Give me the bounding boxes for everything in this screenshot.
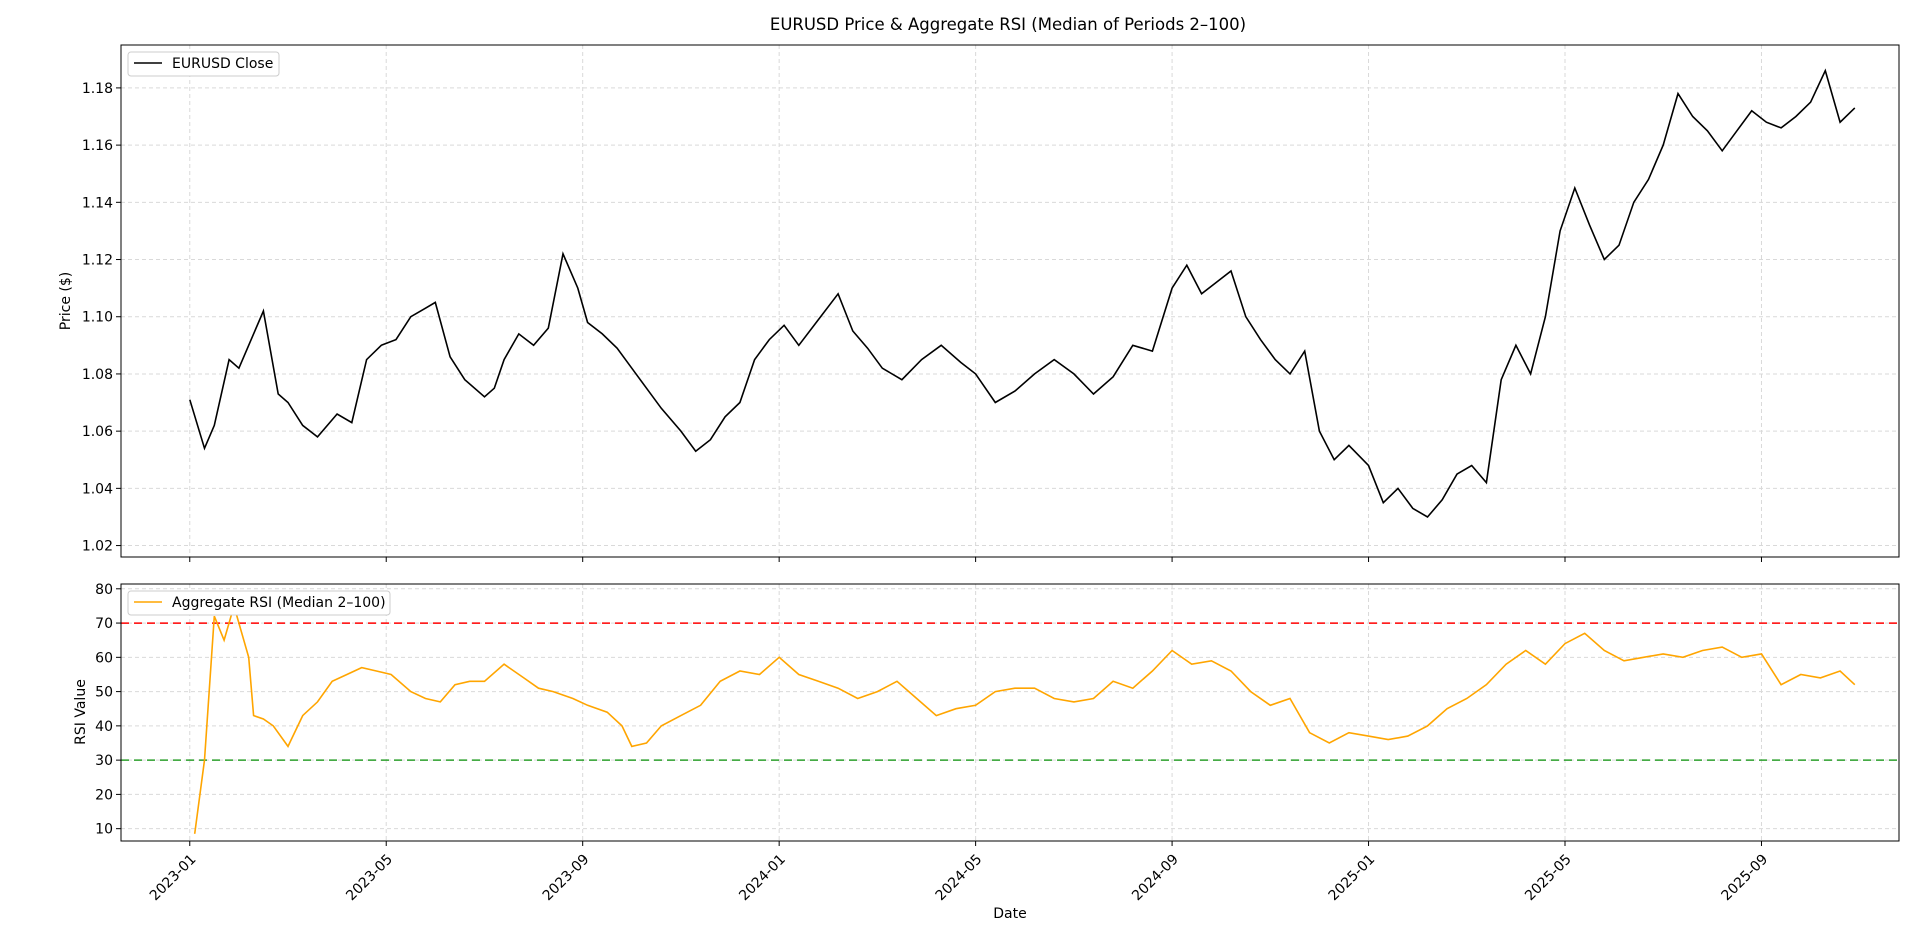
ytick-label: 1.18 [82,81,113,97]
price-legend-box [127,51,280,77]
xtick-label: 2025-05 [1522,851,1575,904]
ytick-label: 20 [95,787,113,803]
price-grid [121,87,1899,547]
rsi-axes-frame [120,583,1900,842]
ytick-label: 1.08 [82,367,113,383]
xtick-label: 2025-09 [1719,851,1772,904]
rsi-panel: 10 20 30 40 50 60 70 80 RSI Value Aggregate RSI… [73,582,1900,922]
ytick-label: 80 [95,582,113,598]
rsi-xticks: 2023-01 2023-05 2023-09 2024-01 2024-05 2024-… [147,851,1771,904]
rsi-legend: Aggregate RSI (Median 2–100) [127,590,391,616]
rsi-legend-box [127,590,391,616]
price-ylabel: Price ($) [58,272,74,330]
ytick-label: 70 [95,616,113,632]
rsi-xgrid [189,584,1762,846]
xtick-label: 2024-05 [933,851,986,904]
price-legend: EURUSD Close [127,51,280,77]
ytick-label: 10 [95,822,113,838]
xtick-label: 2024-01 [736,851,789,904]
figure-title: EURUSD Price & Aggregate RSI (Median of … [770,15,1246,34]
xtick-label: 2025-01 [1326,851,1379,904]
ytick-label: 60 [95,650,113,666]
rsi-yticks: 10 20 30 40 50 60 70 80 [95,582,121,838]
ytick-label: 1.16 [82,138,113,154]
rsi-grid [121,588,1899,830]
price-axes-frame [120,44,1900,558]
rsi-ylabel: RSI Value [73,679,89,745]
ytick-label: 1.14 [82,195,113,211]
ytick-label: 1.12 [82,253,113,269]
ytick-label: 50 [95,685,113,701]
price-panel: 1.02 1.04 1.06 1.08 1.10 1.12 1.14 1.16 1.18 Pri… [58,44,1900,562]
price-legend-label: EURUSD Close [172,56,273,72]
x-axis-label: Date [993,906,1026,922]
price-series-line [189,68,1856,519]
xtick-label: 2023-01 [147,851,200,904]
rsi-reference-lines [121,622,1899,761]
ytick-label: 30 [95,753,113,769]
xtick-label: 2023-09 [540,851,593,904]
ytick-label: 1.06 [82,424,113,440]
price-yticks: 1.02 1.04 1.06 1.08 1.10 1.12 1.14 1.16 1.18 [82,81,121,555]
price-xgrid [189,45,1762,562]
ytick-label: 1.02 [82,539,113,555]
xtick-label: 2024-09 [1129,851,1182,904]
ytick-label: 1.04 [82,481,113,497]
rsi-legend-label: Aggregate RSI (Median 2–100) [172,595,386,611]
xtick-label: 2023-05 [343,851,396,904]
rsi-series-line [193,602,1856,834]
ytick-label: 1.10 [82,310,113,326]
ytick-label: 40 [95,719,113,735]
